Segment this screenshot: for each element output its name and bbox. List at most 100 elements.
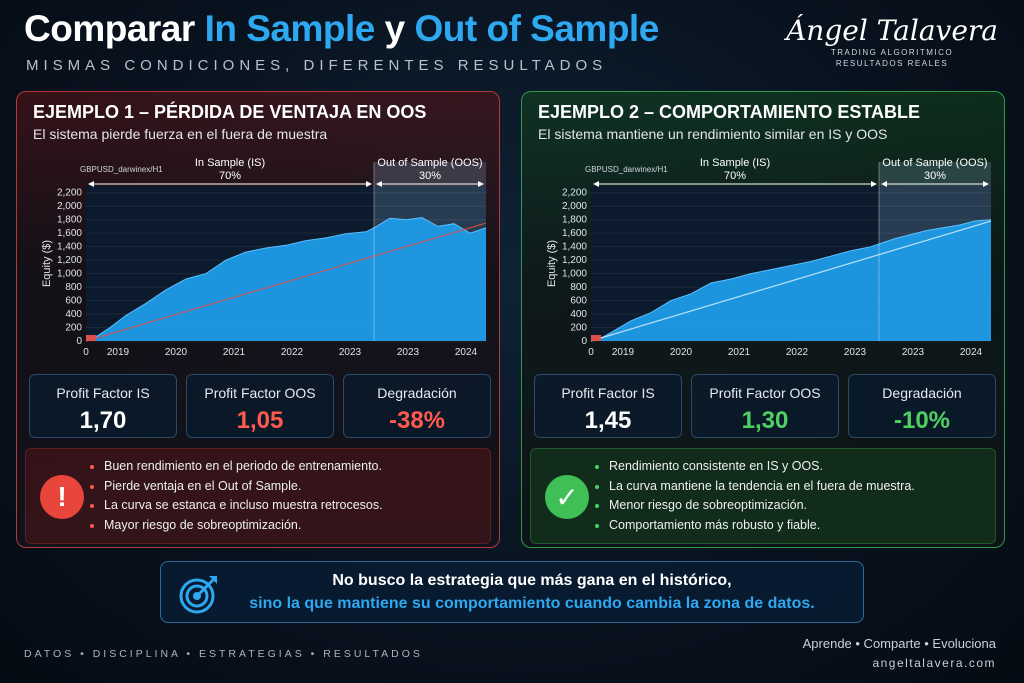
example-2-panel: EJEMPLO 2 – COMPORTAMIENTO ESTABLE El si… (521, 91, 1005, 548)
quote-line-2: sino la que mantiene su comportamiento c… (249, 595, 815, 612)
warning-icon: ! (40, 475, 84, 519)
y-tick-label: 200 (570, 323, 587, 334)
y-tick-label: 1,200 (57, 255, 82, 266)
y-tick-label: 600 (65, 296, 82, 307)
arrowhead (478, 181, 484, 187)
example-2-notes: ✓ Rendimiento consistente en IS y OOS. L… (530, 448, 996, 544)
y-axis-label: Equity ($) (41, 240, 53, 287)
metric-value: 1,70 (79, 407, 127, 434)
y-tick-label: 800 (65, 282, 82, 293)
brand-line-1: TRADING ALGORITMICO (830, 48, 954, 57)
origin-marker (86, 335, 96, 341)
y-tick-label: 1,200 (562, 255, 587, 266)
origin-marker (591, 335, 601, 341)
y-tick-label: 1,000 (57, 269, 82, 280)
list-item: Pierde ventaja en el Out of Sample. (104, 477, 383, 497)
y-tick-label: 600 (570, 296, 587, 307)
list-item: Menor riesgo de sobreoptimización. (609, 496, 915, 516)
x-tick-label: 2023 (397, 347, 420, 358)
is-percent: 70% (219, 170, 241, 182)
x-tick-label: 2021 (728, 347, 751, 358)
list-item: La curva se estanca e incluso muestra re… (104, 496, 383, 516)
page-subtitle: MISMAS CONDICIONES, DIFERENTES RESULTADO… (26, 57, 608, 74)
list-item: Rendimiento consistente en IS y OOS. (609, 457, 915, 477)
checkmark-icon: ✓ (545, 475, 589, 519)
metric-label: Profit Factor IS (56, 385, 150, 401)
y-tick-label: 2,000 (562, 201, 587, 212)
y-tick-label: 1,600 (57, 228, 82, 239)
x-tick-label: 2022 (281, 347, 304, 358)
metric-label: Profit Factor IS (561, 385, 655, 401)
y-axis-label: Equity ($) (546, 240, 558, 287)
footer-motto: Aprende • Comparte • Evoluciona (802, 636, 996, 651)
x-tick-label: 2023 (339, 347, 362, 358)
x-tick-label: 2019 (107, 347, 130, 358)
oos-percent: 30% (924, 170, 946, 182)
chart-symbol: GBPUSD_darwinex/H1 (80, 165, 163, 174)
x-tick-label: 2020 (165, 347, 188, 358)
oos-percent: 30% (419, 170, 441, 182)
arrowhead (366, 181, 372, 187)
equity-line (590, 219, 992, 342)
arrowhead (881, 181, 887, 187)
metric-card: Degradación -38% (343, 374, 491, 438)
y-tick-label: 2,000 (57, 201, 82, 212)
y-tick-label: 0 (76, 336, 82, 347)
x-tick-label: 2022 (786, 347, 809, 358)
metric-label: Degradación (882, 385, 962, 401)
example-1-title: EJEMPLO 1 – PÉRDIDA DE VENTAJA EN OOS (33, 102, 427, 122)
x-tick-label: 2023 (844, 347, 867, 358)
quote-line-1: No busco la estrategia que más gana en e… (332, 572, 732, 589)
page-title: Comparar In Sample y Out of Sample (24, 8, 659, 49)
y-tick-label: 400 (570, 309, 587, 320)
target-icon (179, 576, 217, 614)
brand-line-2: RESULTADOS REALES (835, 59, 949, 68)
is-percent: 70% (724, 170, 746, 182)
equity-chart-2: 0 200 400 600 800 1,000 1,200 1,400 1,600 1,800 2,… (546, 158, 992, 358)
trend-line (590, 220, 992, 342)
footer-website-link[interactable]: angeltalavera.com (872, 656, 996, 670)
y-tick-label: 800 (570, 282, 587, 293)
is-label: In Sample (IS) (195, 158, 265, 169)
equity-chart-1: 0 200 400 600 800 1,000 1,200 1,400 1,600 1,800 2,… (41, 158, 487, 358)
metric-card: Degradación -10% (848, 374, 996, 438)
x-tick-label: 2024 (455, 347, 478, 358)
arrowhead (88, 181, 94, 187)
metric-value: 1,05 (236, 407, 284, 434)
arrowhead (593, 181, 599, 187)
arrowhead (983, 181, 989, 187)
metric-card: Profit Factor IS 1,45 (534, 374, 682, 438)
title-highlight-oos: Out of Sample (414, 8, 659, 49)
oos-label: Out of Sample (OOS) (882, 158, 987, 169)
quote-box: No busco la estrategia que más gana en e… (160, 561, 864, 623)
y-tick-label: 1,600 (562, 228, 587, 239)
example-1-panel: EJEMPLO 1 – PÉRDIDA DE VENTAJA EN OOS El… (16, 91, 500, 548)
equity-area (86, 217, 486, 341)
oos-label: Out of Sample (OOS) (377, 158, 482, 169)
y-tick-label: 2,200 (562, 188, 587, 199)
y-tick-label: 0 (581, 336, 587, 347)
example-2-title: EJEMPLO 2 – COMPORTAMIENTO ESTABLE (538, 102, 921, 122)
chart-symbol: GBPUSD_darwinex/H1 (585, 165, 668, 174)
title-highlight-is: In Sample (204, 8, 376, 49)
example-1-description: El sistema pierde fuerza en el fuera de … (33, 126, 328, 142)
list-item: Mayor riesgo de sobreoptimización. (104, 516, 383, 536)
is-label: In Sample (IS) (700, 158, 770, 169)
x-tick-label: 2020 (670, 347, 693, 358)
trend-line (85, 222, 487, 342)
footer-tagline: DATOS • DISCIPLINA • ESTRATEGIAS • RESUL… (24, 648, 423, 660)
y-tick-label: 1,000 (562, 269, 587, 280)
x-tick-label: 2023 (902, 347, 925, 358)
x-tick-label: 0 (83, 347, 89, 358)
arrowhead (871, 181, 877, 187)
list-item: Buen rendimiento en el periodo de entren… (104, 457, 383, 477)
metric-value: 1,45 (584, 407, 632, 434)
metric-value: -38% (388, 407, 446, 434)
y-tick-label: 1,400 (57, 242, 82, 253)
x-tick-label: 2024 (960, 347, 983, 358)
y-tick-label: 2,200 (57, 188, 82, 199)
brand-logo: Ángel Talavera TRADING ALGORITMICO RESUL… (786, 14, 998, 69)
brand-signature: Ángel Talavera (786, 14, 998, 47)
x-tick-label: 2019 (612, 347, 635, 358)
metric-value: -10% (893, 407, 951, 434)
